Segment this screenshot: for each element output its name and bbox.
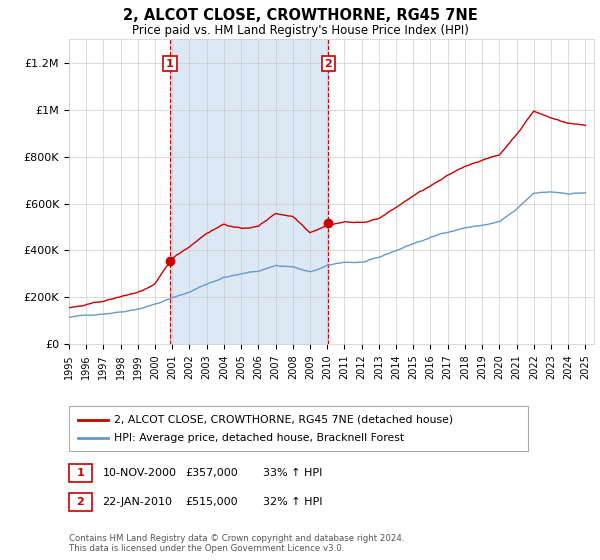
Text: 10-NOV-2000: 10-NOV-2000	[103, 468, 176, 478]
Text: 2, ALCOT CLOSE, CROWTHORNE, RG45 7NE: 2, ALCOT CLOSE, CROWTHORNE, RG45 7NE	[122, 8, 478, 24]
Text: 22-JAN-2010: 22-JAN-2010	[103, 497, 173, 507]
Text: 2: 2	[77, 497, 84, 507]
Text: HPI: Average price, detached house, Bracknell Forest: HPI: Average price, detached house, Brac…	[114, 433, 404, 444]
Text: 1: 1	[166, 59, 174, 69]
Text: 2: 2	[325, 59, 332, 69]
Text: 2, ALCOT CLOSE, CROWTHORNE, RG45 7NE (detached house): 2, ALCOT CLOSE, CROWTHORNE, RG45 7NE (de…	[114, 415, 453, 425]
Text: Price paid vs. HM Land Registry's House Price Index (HPI): Price paid vs. HM Land Registry's House …	[131, 24, 469, 36]
Text: 1: 1	[77, 468, 84, 478]
Text: Contains HM Land Registry data © Crown copyright and database right 2024.
This d: Contains HM Land Registry data © Crown c…	[69, 534, 404, 553]
Text: £357,000: £357,000	[185, 468, 238, 478]
Text: £515,000: £515,000	[185, 497, 238, 507]
Text: 32% ↑ HPI: 32% ↑ HPI	[263, 497, 322, 507]
Text: 33% ↑ HPI: 33% ↑ HPI	[263, 468, 322, 478]
